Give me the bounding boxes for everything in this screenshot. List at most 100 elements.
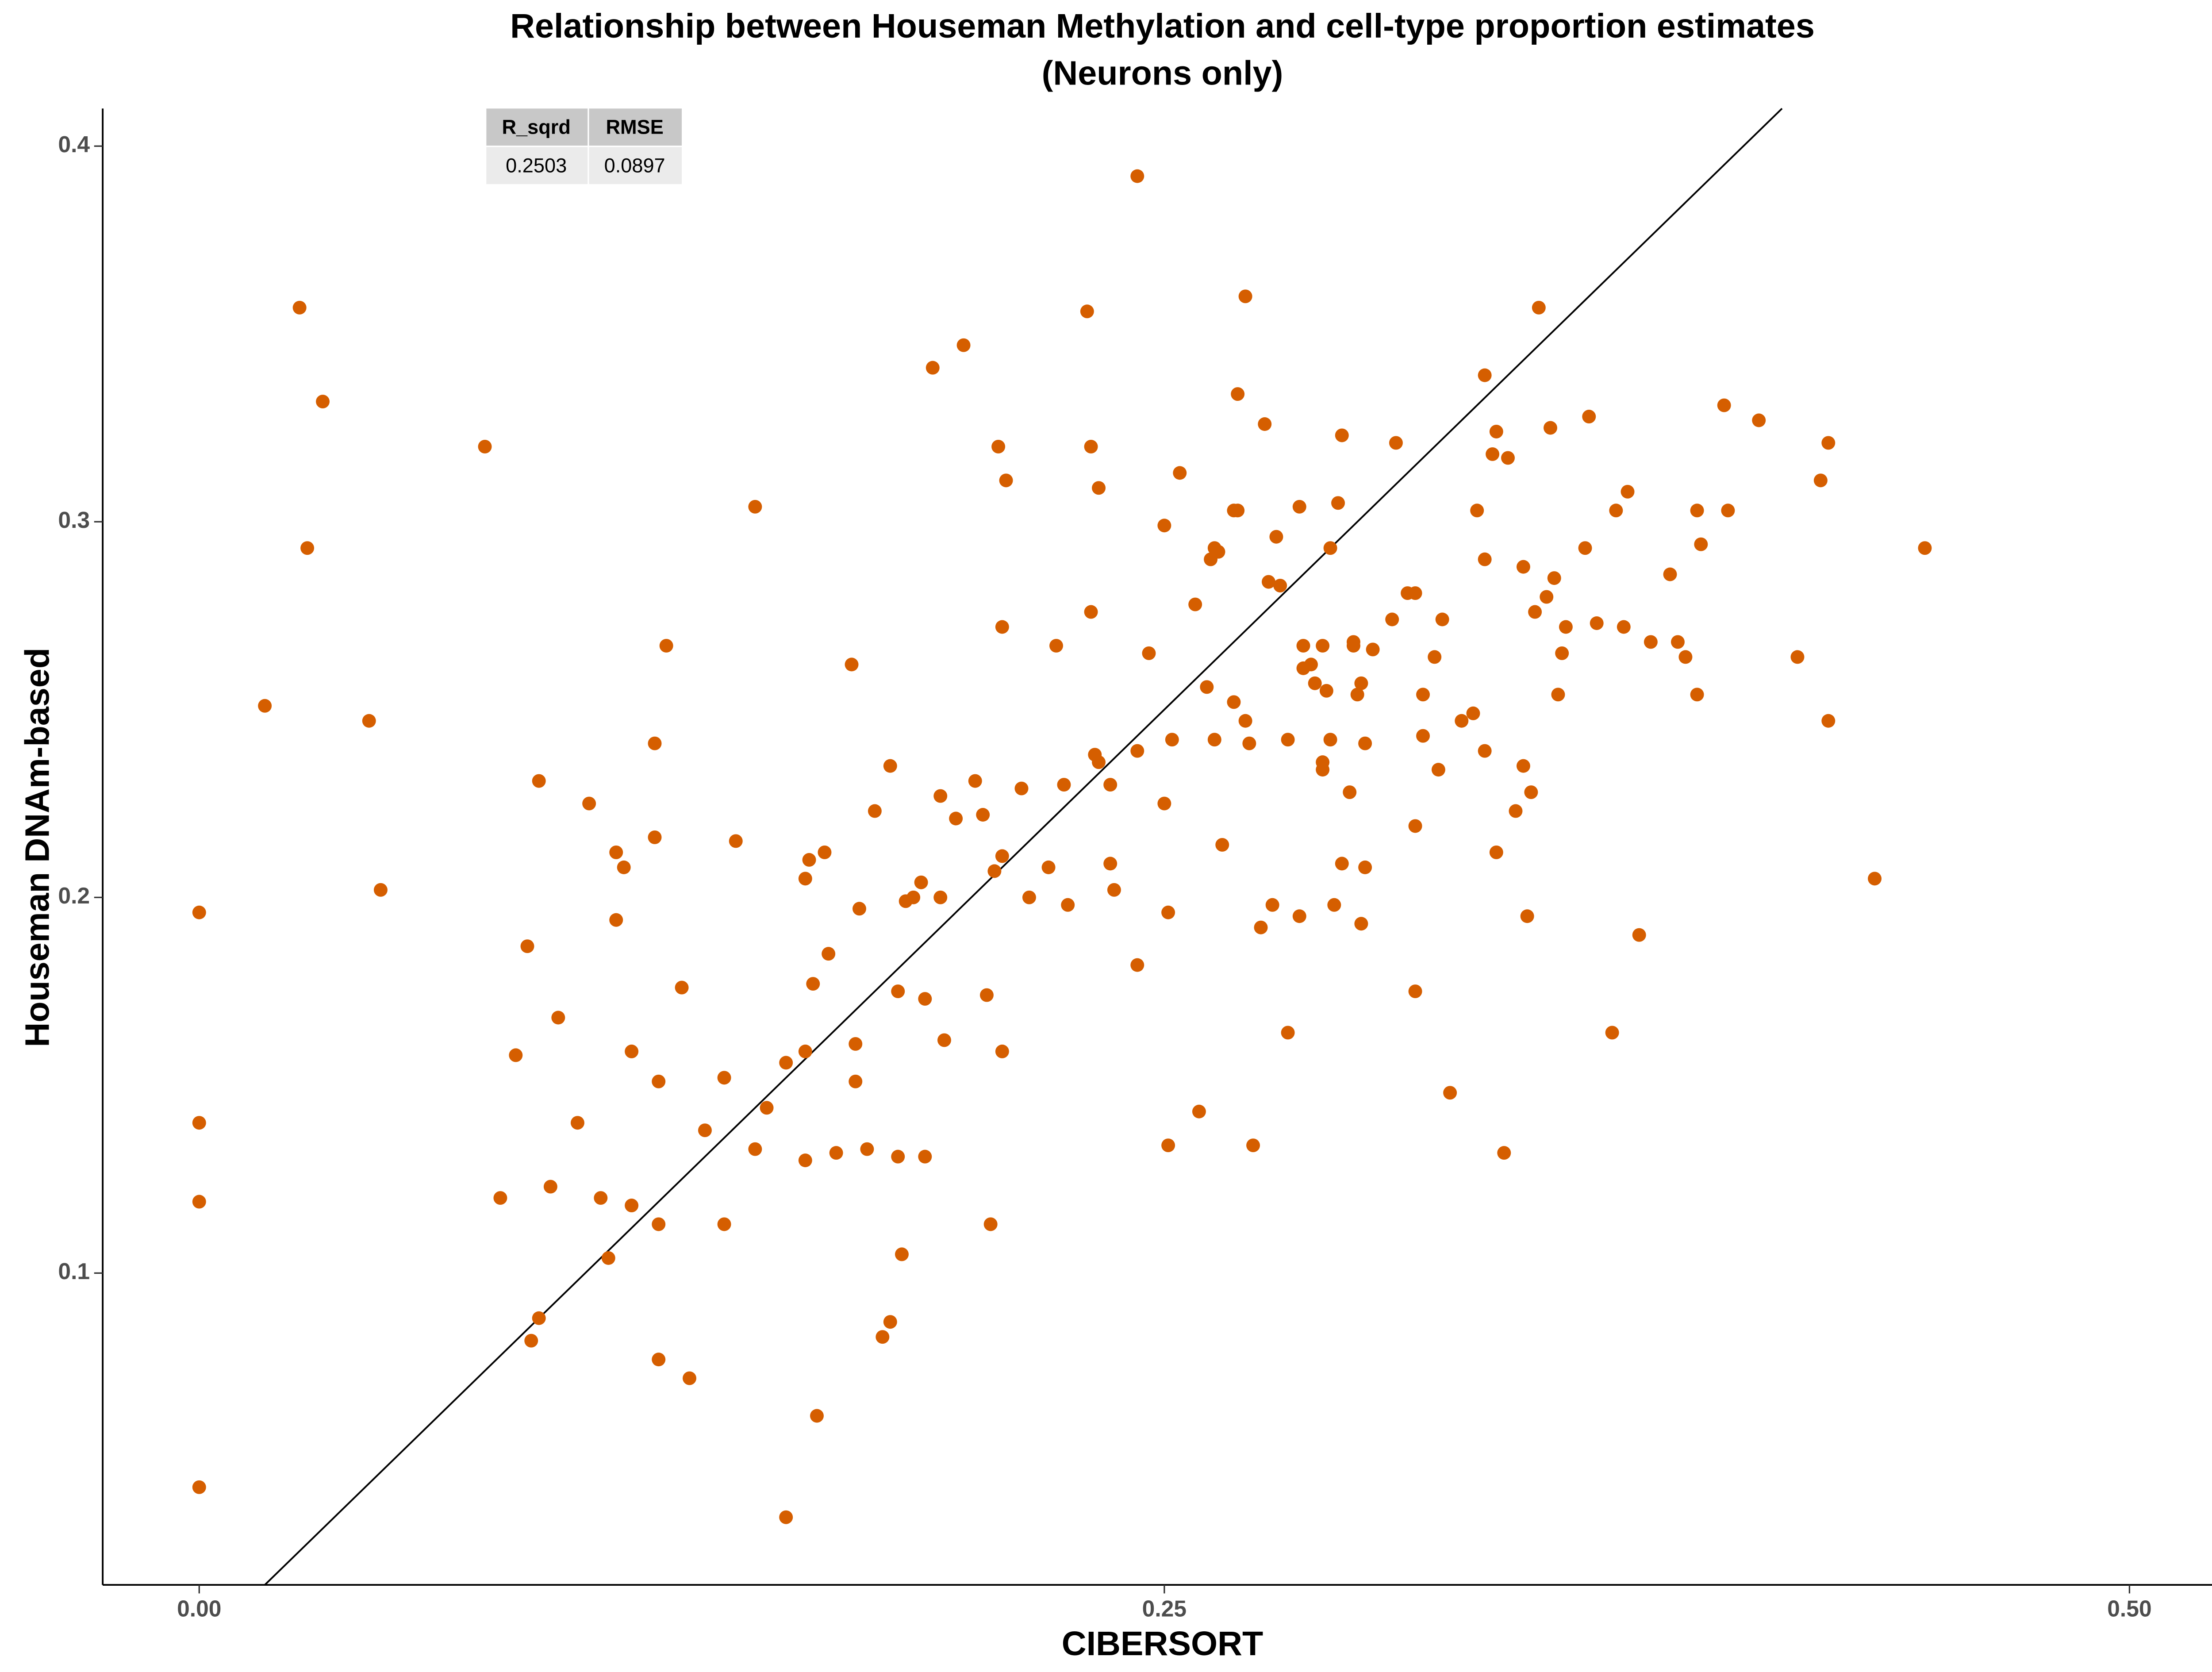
point [937,1033,951,1047]
point [509,1048,523,1062]
point [659,638,673,653]
point [1242,736,1256,750]
point [860,1142,874,1156]
point [983,1217,998,1231]
point [1385,612,1399,627]
point [1057,778,1071,792]
point [532,774,546,788]
point [914,875,928,889]
point [609,913,623,927]
point [1343,785,1357,799]
point [806,977,820,991]
table-cell [486,147,588,184]
point [1327,898,1341,912]
point [1254,920,1268,934]
point [1231,387,1245,401]
point [609,845,623,859]
point [192,905,206,919]
point [1694,537,1708,551]
point [1528,605,1542,619]
point [1269,530,1283,544]
point [1262,575,1275,589]
point [1752,413,1766,427]
point [779,1510,793,1524]
point [1590,616,1604,630]
point [1161,905,1175,919]
point [1555,646,1569,660]
point [316,395,330,409]
y-tick-label: 0.2 [58,883,90,908]
point [926,361,940,375]
point [968,774,982,788]
point [1644,635,1658,649]
point [1489,845,1503,859]
point [991,439,1006,454]
point [1092,481,1106,495]
point [1547,571,1561,585]
table-header-cell [486,108,588,146]
point [1609,504,1623,518]
point [675,980,689,995]
x-axis-title: CIBERSORT [1062,1625,1263,1663]
point [1292,500,1306,514]
y-tick-label: 0.4 [58,131,90,157]
point [1466,706,1480,720]
point [1582,410,1596,423]
point [1821,436,1836,450]
point [1486,447,1500,461]
point [1663,567,1677,581]
point [1265,898,1279,912]
point [717,1217,731,1231]
point [1092,755,1106,769]
point [956,338,971,352]
point [1389,436,1403,450]
point [1540,590,1554,604]
y-tick-label: 0.1 [58,1258,90,1284]
point [1790,650,1805,664]
point [1497,1146,1511,1160]
point [1273,579,1287,593]
point [1578,541,1592,555]
point [1617,620,1631,634]
point [1022,890,1036,904]
point [1408,819,1422,833]
point [1192,1104,1206,1119]
point [1319,684,1333,698]
chart-subtitle: (Neurons only) [1042,54,1283,92]
point [617,860,631,874]
point [625,1199,639,1212]
point [810,1409,824,1423]
point [1551,688,1565,702]
identity-line [264,108,1783,1586]
point [1157,519,1171,533]
point [748,500,762,514]
x-tick-label: 0.25 [1142,1596,1187,1622]
point [192,1195,206,1209]
point [849,1074,863,1088]
point [1416,729,1430,743]
point [1478,552,1492,566]
point [1520,909,1534,923]
point [1308,676,1322,690]
point [192,1480,206,1494]
point [1358,860,1372,874]
point [1918,541,1932,555]
point [520,939,534,953]
point [192,1116,206,1130]
point [883,759,897,773]
point [532,1311,546,1325]
point [1435,612,1449,627]
point [995,849,1009,863]
point [524,1334,538,1348]
point [1366,642,1380,657]
point [1532,300,1546,315]
point [648,736,662,750]
point [648,830,662,844]
point [829,1146,843,1160]
point [1489,425,1503,438]
point [933,789,948,803]
point [987,864,1002,878]
x-tick-label: 0.00 [177,1596,221,1622]
y-axis-title: Houseman DNAm-based [19,648,57,1047]
point [362,714,376,728]
